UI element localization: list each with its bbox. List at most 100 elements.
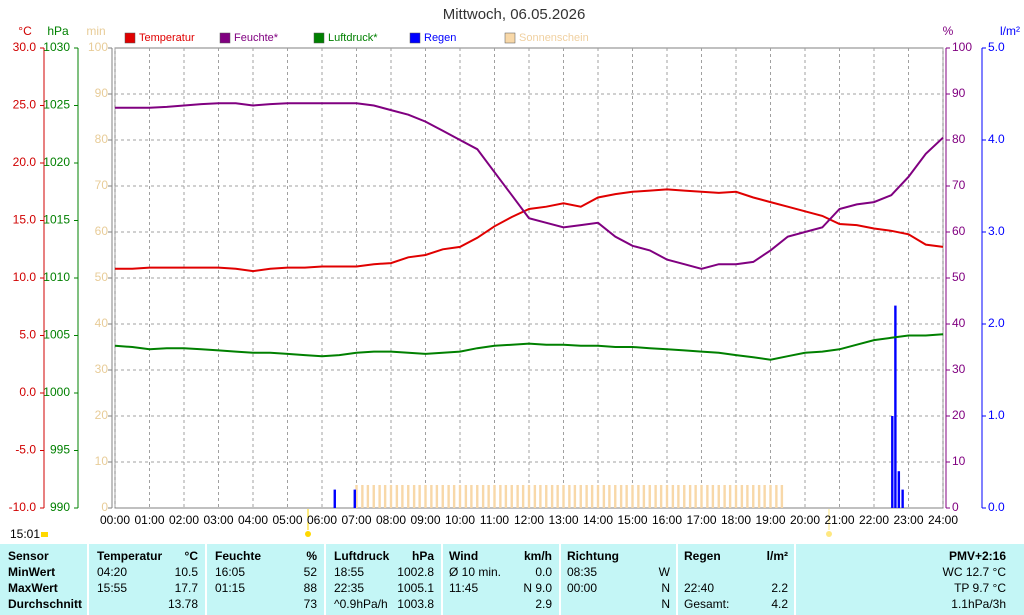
table-cell: 22:35 (334, 581, 364, 595)
bar (464, 485, 468, 508)
bar (700, 485, 703, 508)
y-tick-label: 40 (95, 316, 109, 330)
time-marker (41, 532, 48, 537)
y-tick-label: 10 (95, 454, 109, 468)
bar (752, 485, 755, 508)
table-header: l/m² (767, 549, 788, 563)
bar (412, 485, 416, 508)
bar (487, 485, 490, 508)
bar (441, 485, 444, 508)
table-cell: N 9.0 (523, 581, 552, 595)
bar (740, 485, 744, 508)
bar (608, 485, 611, 508)
bar (763, 485, 766, 508)
legend-label: Luftdruck* (328, 32, 378, 44)
x-tick-label: 08:00 (376, 513, 406, 527)
bar (694, 485, 697, 508)
x-tick-label: 10:00 (445, 513, 475, 527)
bar (625, 485, 628, 508)
table-cell: ^0.9hPa/h (334, 597, 388, 611)
x-tick-label: 18:00 (721, 513, 751, 527)
table-cell: 1002.8 (397, 565, 434, 579)
y-tick-label: 3.0 (988, 224, 1005, 238)
table-cell: 04:20 (97, 565, 127, 579)
x-tick-label: 12:00 (514, 513, 544, 527)
table-cell: Durchschnitt (8, 597, 82, 611)
table-cell: MinWert (8, 565, 55, 579)
bar (424, 485, 427, 508)
table-cell: 10.5 (175, 565, 199, 579)
axis-unit: l/m² (1000, 24, 1020, 38)
bar (654, 485, 657, 508)
x-tick-label: 03:00 (203, 513, 233, 527)
bar (723, 485, 726, 508)
bar (545, 485, 548, 508)
legend-label: Regen (424, 32, 456, 44)
y-tick-label: 100 (952, 40, 972, 54)
axis-unit: °C (18, 24, 32, 38)
y-tick-label: 60 (95, 224, 109, 238)
y-tick-label: 5.0 (19, 328, 36, 342)
x-tick-label: 04:00 (238, 513, 268, 527)
x-tick-label: 21:00 (824, 513, 854, 527)
bar (430, 485, 433, 508)
y-tick-label: 80 (95, 132, 109, 146)
table-header: hPa (412, 549, 434, 563)
y-tick-label: 25.0 (13, 98, 37, 112)
legend-label: Sonnenschein (519, 32, 589, 44)
table-cell: 11:45 (449, 581, 478, 595)
table-background (0, 544, 1024, 615)
bar (757, 485, 761, 508)
bar (366, 485, 370, 508)
y-tick-label: 60 (952, 224, 966, 238)
legend-swatch (124, 32, 136, 44)
table-cell: W (659, 565, 671, 579)
table-cell: 00:00 (567, 581, 597, 595)
legend-swatch (504, 32, 516, 44)
y-tick-label: 5.0 (988, 40, 1005, 54)
legend-label: Temperatur (139, 32, 195, 44)
y-tick-label: 1005 (43, 328, 70, 342)
line-series (115, 102, 944, 270)
table-cell: 1005.1 (397, 581, 434, 595)
time-label: 15:01 (10, 527, 40, 541)
bar (568, 485, 571, 508)
table-header: Wind (449, 549, 478, 563)
sunrise-marker (305, 531, 311, 537)
legend-swatch (409, 32, 421, 44)
table-cell: 18:55 (334, 565, 364, 579)
bar (659, 485, 663, 508)
table-cell: 17.7 (175, 581, 199, 595)
table-cell: 08:35 (567, 565, 597, 579)
y-tick-label: -5.0 (15, 443, 36, 457)
table-header: Richtung (567, 549, 619, 563)
legend-swatch (219, 32, 231, 44)
axis-unit: hPa (47, 24, 69, 38)
bar (619, 485, 623, 508)
bar (665, 485, 669, 508)
bar (717, 485, 720, 508)
table-cell: WC 12.7 °C (943, 565, 1007, 579)
table-cell: 52 (304, 565, 318, 579)
bar (361, 485, 364, 508)
y-tick-label: 50 (952, 270, 966, 284)
x-tick-label: 24:00 (928, 513, 958, 527)
table-cell: N (661, 597, 670, 611)
bar (401, 485, 404, 508)
y-tick-label: 20 (95, 408, 109, 422)
bar (614, 485, 617, 508)
x-tick-label: 17:00 (686, 513, 716, 527)
bar (897, 471, 901, 508)
legend-swatch (313, 32, 325, 44)
y-tick-label: 1000 (43, 385, 70, 399)
x-tick-label: 00:00 (100, 513, 130, 527)
y-tick-label: 10 (952, 454, 966, 468)
bar (447, 485, 450, 508)
y-tick-label: 30.0 (13, 40, 37, 54)
x-tick-label: 19:00 (755, 513, 785, 527)
chart-title: Mittwoch, 06.05.2026 (443, 6, 586, 23)
bar (481, 485, 485, 508)
bar (642, 485, 646, 508)
legend-label: Feuchte* (234, 32, 279, 44)
y-tick-label: 30 (952, 362, 966, 376)
